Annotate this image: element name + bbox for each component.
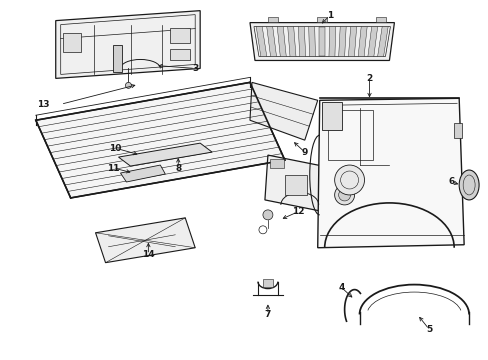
Polygon shape — [249, 82, 317, 140]
Text: 7: 7 — [264, 310, 270, 319]
Text: 2: 2 — [366, 74, 372, 83]
Text: 13: 13 — [37, 100, 49, 109]
Text: 11: 11 — [107, 163, 120, 172]
Polygon shape — [317, 98, 463, 248]
Bar — [170, 49, 190, 60]
Polygon shape — [56, 11, 200, 78]
Circle shape — [334, 165, 364, 195]
Text: 14: 14 — [142, 250, 154, 259]
Text: 1: 1 — [326, 11, 332, 20]
Polygon shape — [264, 155, 367, 220]
Polygon shape — [118, 143, 212, 166]
Text: 3: 3 — [192, 64, 198, 73]
Polygon shape — [328, 27, 335, 57]
Circle shape — [338, 189, 350, 201]
Bar — [316, 17, 326, 22]
Polygon shape — [377, 27, 387, 57]
Bar — [263, 279, 272, 287]
Bar — [453, 123, 461, 138]
Text: 8: 8 — [175, 163, 181, 172]
Text: 9: 9 — [301, 148, 307, 157]
Bar — [321, 102, 341, 130]
Polygon shape — [367, 27, 377, 57]
Text: 6: 6 — [447, 177, 453, 186]
Bar — [62, 32, 81, 53]
Polygon shape — [319, 27, 325, 57]
Polygon shape — [266, 27, 276, 57]
Bar — [112, 45, 122, 72]
Text: 10: 10 — [109, 144, 122, 153]
Text: 12: 12 — [291, 207, 304, 216]
Bar — [269, 159, 283, 168]
Circle shape — [125, 82, 131, 88]
Circle shape — [263, 210, 272, 220]
Polygon shape — [249, 23, 394, 60]
Bar — [327, 110, 372, 160]
Circle shape — [334, 185, 354, 205]
Polygon shape — [347, 27, 356, 57]
Polygon shape — [287, 27, 295, 57]
Polygon shape — [95, 218, 195, 263]
Polygon shape — [338, 27, 346, 57]
Polygon shape — [120, 165, 165, 182]
Polygon shape — [357, 27, 366, 57]
Bar — [170, 28, 190, 42]
Bar — [267, 17, 277, 22]
Text: 5: 5 — [425, 325, 431, 334]
Polygon shape — [298, 27, 305, 57]
Ellipse shape — [458, 170, 478, 200]
Polygon shape — [308, 27, 315, 57]
Text: 4: 4 — [338, 283, 344, 292]
Polygon shape — [256, 27, 266, 57]
Polygon shape — [36, 82, 285, 198]
Polygon shape — [277, 27, 285, 57]
Bar — [376, 17, 386, 22]
Bar — [285, 175, 306, 195]
